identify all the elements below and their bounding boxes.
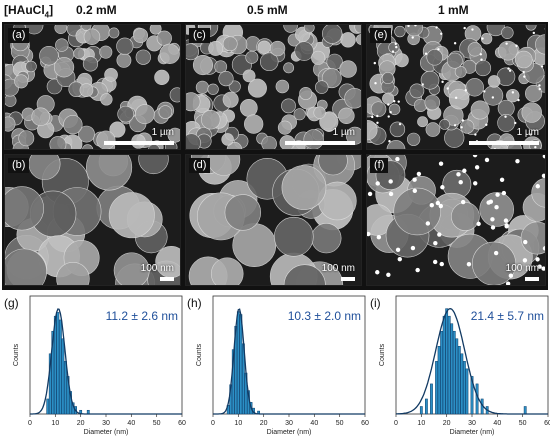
sem-panel-a: (a) 1 µm [4, 24, 181, 150]
histogram-bar [430, 383, 433, 415]
histogram-g: 0 10 20 30 40 50 60 Diameter (nm) Counts 11.2 ± 2… [13, 295, 186, 436]
column-title-3: 1 mM [438, 3, 469, 17]
x-tick-label: 0 [211, 420, 215, 427]
x-tick-label: 40 [127, 420, 135, 427]
x-tick-label: 40 [493, 420, 501, 427]
y-axis-label: Counts [379, 343, 386, 366]
panel-label-f: (f) [370, 158, 389, 173]
x-tick-label: 20 [77, 420, 85, 427]
header-label: [HAuCl4] [4, 3, 54, 20]
x-tick-label: 30 [468, 420, 476, 427]
sem-panel-d: (d) 100 nm [185, 154, 362, 286]
histogram-bar [419, 406, 423, 415]
panel-label-e: (e) [370, 28, 392, 43]
column-title-1: 0.2 mM [76, 3, 117, 17]
histogram-bar [236, 311, 240, 415]
x-tick-label: 60 [361, 420, 369, 427]
scale-bar-f: 100 nm [506, 263, 539, 281]
scale-bar-a: 1 µm [104, 127, 174, 145]
histogram-bar [56, 312, 60, 415]
histogram-bar [437, 346, 441, 415]
histogram-bar [59, 319, 62, 415]
panel-label-b: (b) [8, 158, 30, 173]
histogram-bar [445, 308, 449, 415]
histogram-bar [239, 314, 243, 415]
sem-image-f [367, 155, 545, 285]
histogram-bar [447, 315, 451, 415]
x-tick-label: 40 [310, 420, 318, 427]
hist-label-g: (g) [4, 296, 19, 310]
histogram-bar [61, 338, 65, 415]
histogram-i: 0 10 20 30 40 50 60 Diameter (nm) Counts 21.4 ± 5… [379, 295, 550, 436]
x-tick-label: 20 [443, 420, 451, 427]
histogram-bar [463, 361, 466, 415]
histogram-h: 0 10 20 30 40 50 60 Diameter (nm) Counts 10.3 ± 2… [196, 295, 369, 436]
x-tick-label: 30 [285, 420, 293, 427]
scale-bar-e: 1 µm [469, 127, 539, 145]
sem-panel-b: (b) 100 nm [4, 154, 181, 286]
panel-label-d: (d) [189, 158, 211, 173]
histogram-bar [51, 330, 55, 415]
sem-panel-f: (f) 100 nm [366, 154, 546, 286]
panel-label-c: (c) [189, 28, 210, 43]
histogram-bar [231, 349, 235, 415]
scale-bar-b: 100 nm [141, 263, 174, 281]
histogram-bar [523, 406, 527, 415]
x-tick-label: 60 [544, 420, 550, 427]
x-tick-label: 50 [519, 420, 527, 427]
sem-image-e [367, 25, 545, 149]
sem-image-b [5, 155, 180, 285]
x-tick-label: 20 [260, 420, 268, 427]
histogram-bar [475, 383, 479, 415]
sem-panel-e: (e) 1 µm [366, 24, 546, 150]
histogram-bar [435, 361, 438, 415]
histogram-bar [64, 361, 67, 415]
histogram-bar [457, 346, 461, 415]
x-tick-label: 10 [417, 420, 425, 427]
histogram-bar [53, 315, 57, 415]
histogram-bar [450, 323, 454, 415]
histogram-bar [455, 338, 459, 415]
x-axis-label: Diameter (nm) [267, 429, 312, 436]
sem-panel-c: (c) 1 µm [185, 24, 362, 150]
histogram-bar [460, 353, 464, 415]
y-axis-label: Counts [13, 343, 20, 366]
x-axis-label: Diameter (nm) [450, 429, 495, 436]
scale-bar-d: 100 nm [322, 263, 355, 281]
x-tick-label: 60 [178, 420, 186, 427]
x-tick-label: 0 [28, 420, 32, 427]
hist-label-h: (h) [187, 296, 202, 310]
histogram-bar [46, 398, 50, 415]
x-tick-label: 10 [51, 420, 59, 427]
x-tick-label: 0 [394, 420, 398, 427]
panel-label-a: (a) [8, 28, 30, 43]
column-title-2: 0.5 mM [247, 3, 288, 17]
x-tick-label: 30 [102, 420, 110, 427]
histogram-bar [465, 368, 469, 415]
histogram-bar [452, 330, 456, 415]
histogram-bar [48, 353, 52, 415]
x-tick-label: 50 [153, 420, 161, 427]
x-axis-label: Diameter (nm) [84, 429, 129, 436]
histogram-bar [442, 315, 446, 415]
histogram-bar [425, 398, 428, 415]
size-annotation: 21.4 ± 5.7 nm [471, 309, 544, 323]
size-annotation: 10.3 ± 2.0 nm [288, 309, 361, 323]
x-tick-label: 10 [234, 420, 242, 427]
hist-label-i: (i) [370, 296, 381, 310]
sem-image-d [186, 155, 361, 285]
y-axis-label: Counts [196, 343, 203, 366]
size-annotation: 11.2 ± 2.6 nm [106, 309, 178, 323]
scale-bar-c: 1 µm [285, 127, 355, 145]
x-tick-label: 50 [336, 420, 344, 427]
histogram-bar [440, 330, 443, 415]
